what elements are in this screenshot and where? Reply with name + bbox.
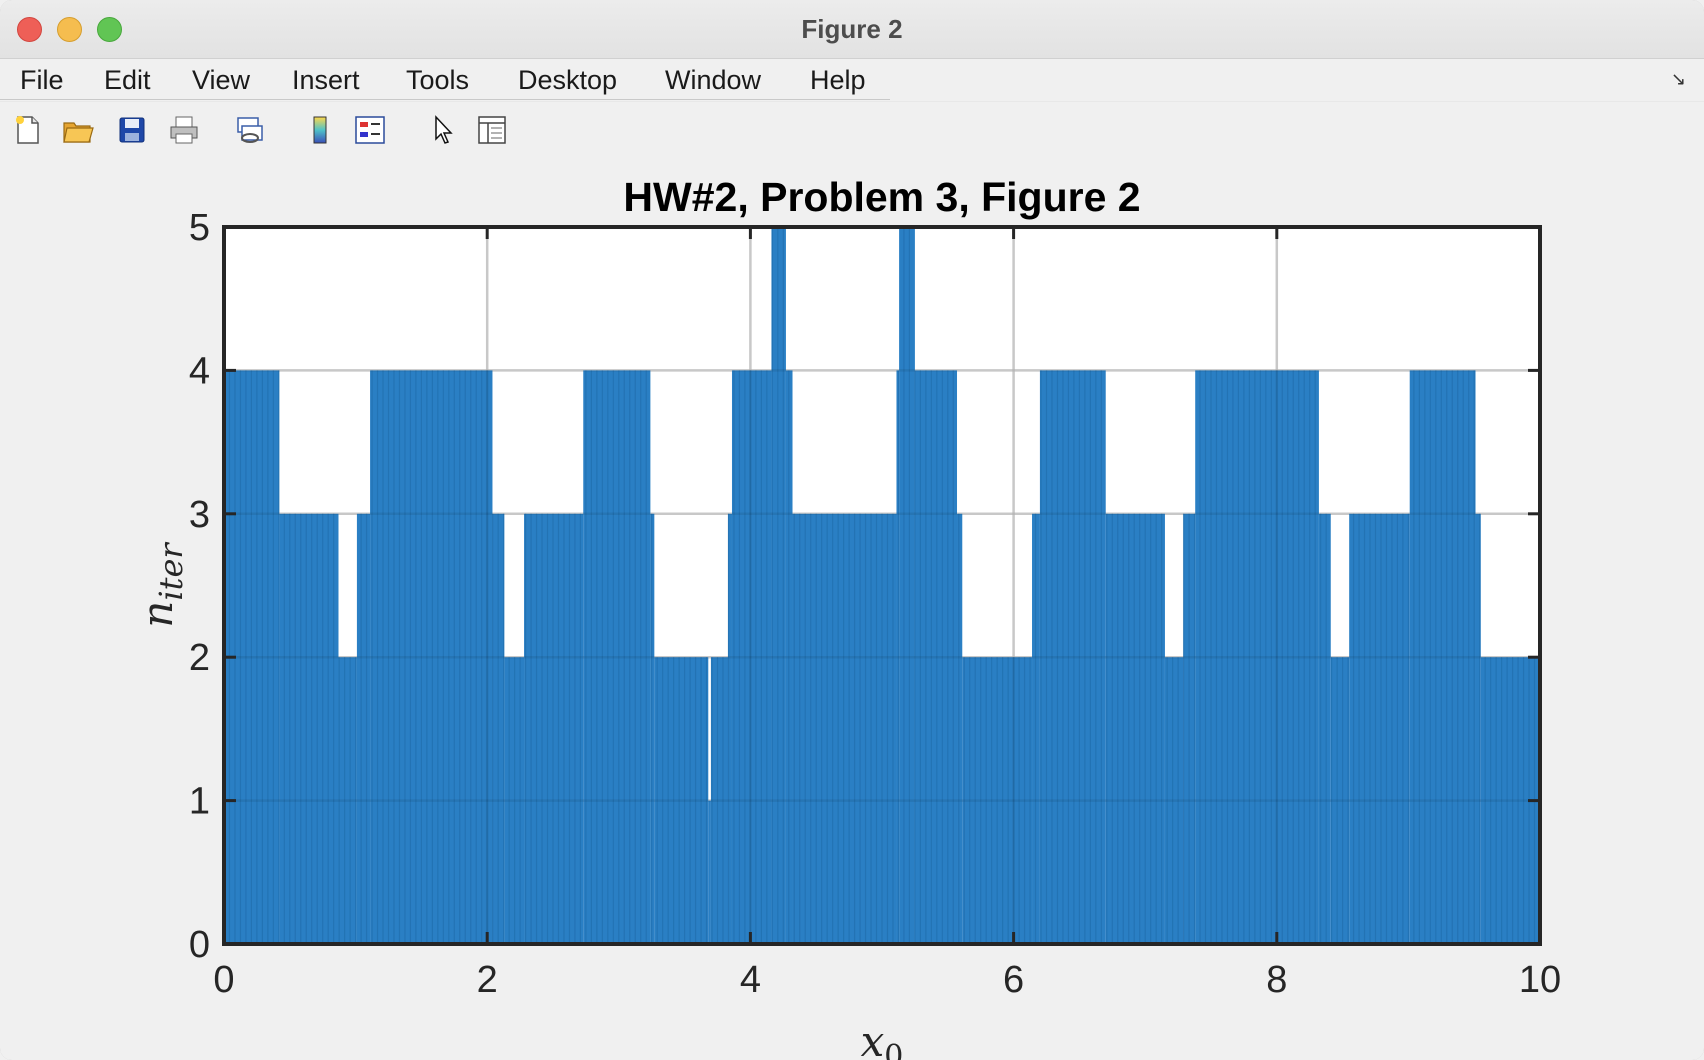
y-tick-label: 1 [189, 781, 210, 823]
x-axis-label: x0 [861, 1017, 904, 1060]
menu-view[interactable]: View [192, 65, 251, 95]
figure-toolbar [0, 101, 1704, 158]
bar-segment [914, 370, 958, 944]
bar-segment [708, 800, 711, 944]
chart-title: HW#2, Problem 3, Figure 2 [623, 174, 1140, 220]
bar-segment [896, 370, 900, 944]
bar-segment [1039, 370, 1106, 944]
save-icon[interactable] [116, 114, 148, 146]
legend-icon[interactable] [354, 114, 386, 146]
bar-series [222, 225, 1542, 946]
menu-file[interactable]: File [20, 65, 64, 95]
y-tick-label: 5 [189, 207, 210, 249]
x-tick-labels: 0 2 4 6 8 10 [213, 959, 1561, 1001]
bar-segment [731, 370, 772, 944]
x-tick-label: 0 [213, 959, 234, 1001]
new-figure-icon[interactable] [12, 114, 44, 146]
bar-segment [1330, 657, 1350, 944]
colorbar-icon[interactable] [304, 114, 336, 146]
bar-segment [957, 513, 963, 944]
open-file-icon[interactable] [62, 114, 94, 146]
y-tick-label: 2 [189, 637, 210, 679]
x-tick-label: 4 [740, 959, 761, 1001]
bar-segment [1349, 513, 1410, 944]
plot-area: 0 2 4 6 8 10 0 1 2 3 4 5 HW#2, Problem 3, Figure 2… [0, 157, 1704, 1060]
bar-segment [583, 370, 651, 944]
bar-segment [728, 513, 732, 944]
bar-segment [710, 657, 729, 944]
menu-tools[interactable]: Tools [406, 65, 470, 95]
maximize-window-button[interactable] [97, 17, 122, 42]
property-editor-icon[interactable] [476, 114, 508, 146]
y-tick-labels: 0 1 2 3 4 5 [189, 207, 210, 966]
menu-desktop[interactable]: Desktop [518, 65, 618, 95]
menu-insert[interactable]: Insert [292, 65, 360, 95]
bar-segment [899, 227, 915, 944]
y-tick-label: 0 [189, 924, 210, 966]
bar-segment [356, 513, 371, 944]
bar-segment [338, 657, 357, 944]
menu-divider [0, 99, 890, 100]
bar-segment [1318, 513, 1331, 944]
pointer-icon[interactable] [428, 114, 460, 146]
y-axis-label: niter [133, 542, 190, 628]
bar-segment [650, 513, 655, 944]
y-tick-label: 3 [189, 494, 210, 536]
window-title: Figure 2 [801, 14, 903, 44]
x-tick-label: 10 [1519, 959, 1561, 1001]
menu-help[interactable]: Help [810, 65, 866, 95]
menu-bar: File Edit View Insert Tools Desktop Wind… [0, 59, 1704, 101]
link-plot-icon[interactable] [234, 114, 266, 146]
minimize-window-button[interactable] [57, 17, 82, 42]
x-tick-label: 2 [477, 959, 498, 1001]
y-tick-label: 4 [189, 350, 210, 392]
bar-segment [654, 657, 709, 944]
bar-edges [223, 227, 1541, 944]
bar-segment [771, 227, 786, 944]
tick-marks [222, 225, 1542, 946]
bar-segment [1164, 657, 1184, 944]
title-bar[interactable]: Figure 2 [0, 0, 1704, 59]
menu-window[interactable]: Window [665, 65, 762, 95]
bar-segment [279, 513, 339, 944]
bar-segment [792, 513, 897, 944]
axes-box [222, 225, 1542, 946]
bar-segment [370, 370, 493, 944]
bar-segment [1105, 513, 1165, 944]
bar-segment [524, 513, 584, 944]
chart[interactable]: 0 2 4 6 8 10 0 1 2 3 4 5 HW#2, Problem 3, Figure 2… [0, 157, 1704, 1060]
x-tick-label: 8 [1266, 959, 1287, 1001]
x-tick-label: 6 [1003, 959, 1024, 1001]
menu-edit[interactable]: Edit [104, 65, 151, 95]
print-icon[interactable] [168, 114, 200, 146]
bar-segment [1409, 370, 1476, 944]
dock-figure-icon[interactable]: ↘ [1670, 69, 1686, 89]
close-window-button[interactable] [17, 17, 42, 42]
bar-segment [1475, 513, 1481, 944]
